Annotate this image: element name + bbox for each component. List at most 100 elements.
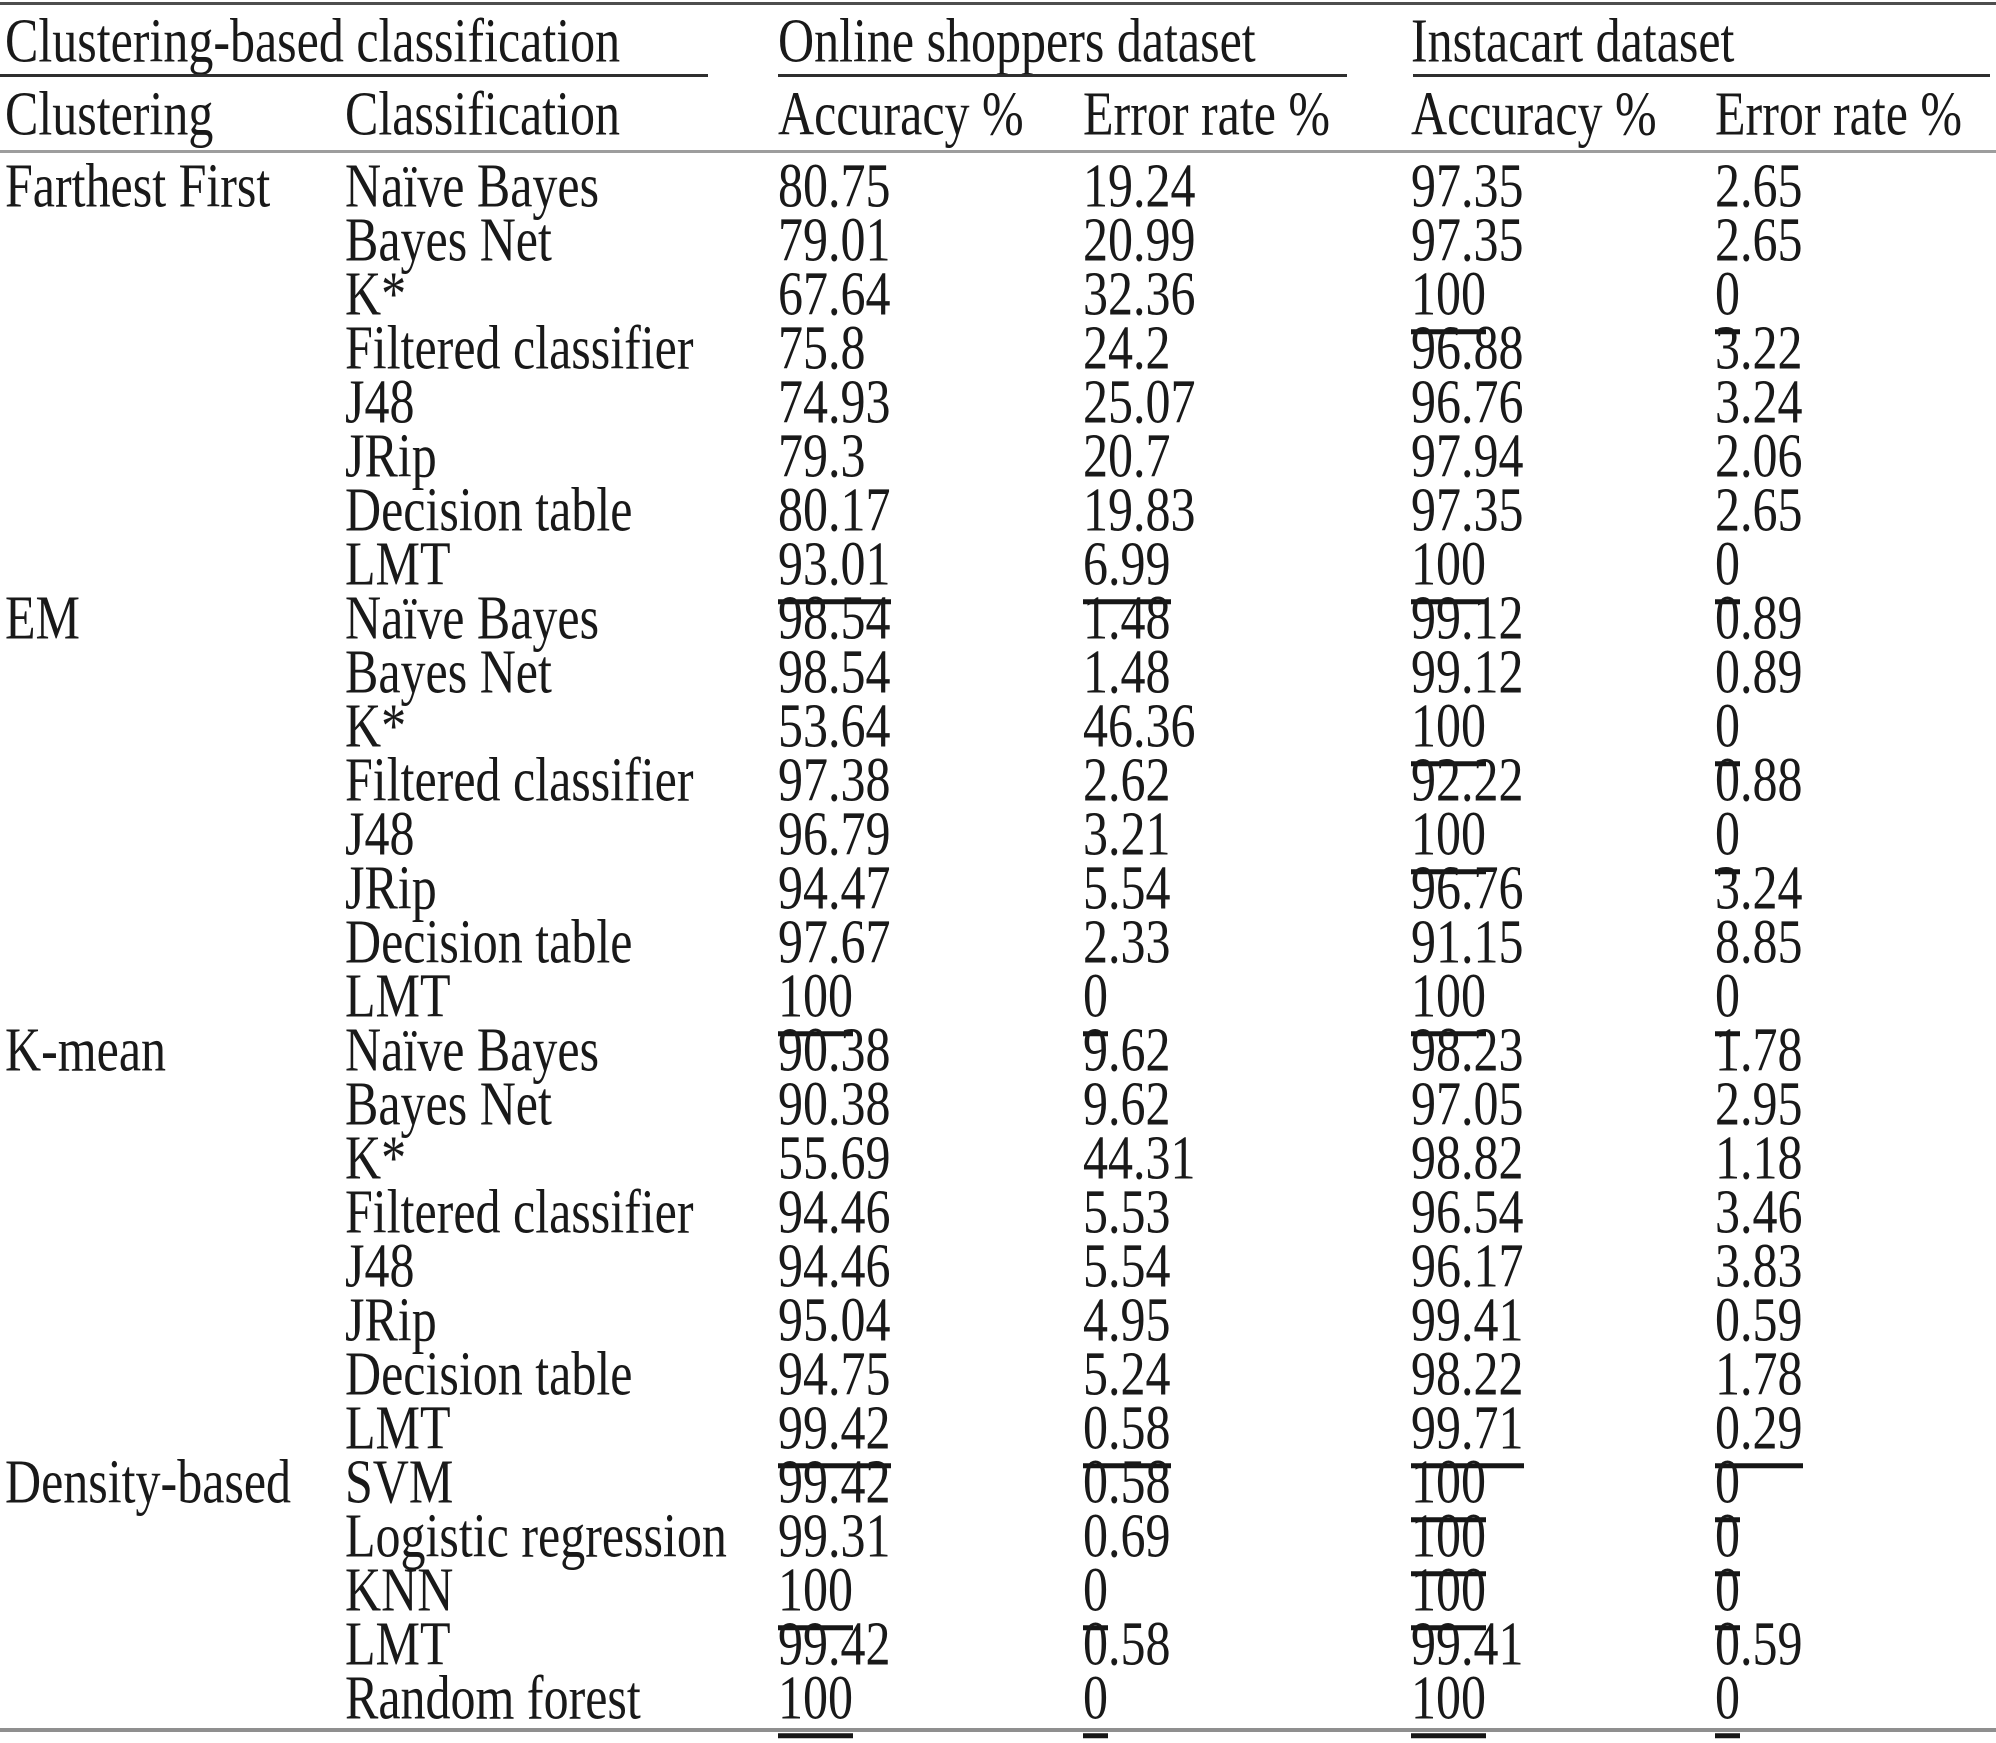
group-header-online-shoppers: Online shoppers dataset	[778, 5, 1256, 75]
cell-ic-accuracy: 96.17	[1403, 1231, 1715, 1299]
table-row: JRip 95.04 4.95 99.41 0.59	[0, 1285, 1996, 1353]
ic-error-rate-value: 0.29	[1715, 1392, 1803, 1469]
cell-os-accuracy: 97.38	[778, 745, 1083, 813]
cell-ic-error-rate: 0.89	[1715, 637, 1996, 705]
cell-ic-error-rate: 8.85	[1715, 907, 1996, 975]
cell-ic-error-rate: 2.06	[1715, 421, 1996, 489]
cell-classification: K*	[345, 690, 407, 760]
ic-accuracy-value: 99.12	[1411, 636, 1524, 706]
os-accuracy-value: 53.64	[778, 690, 891, 760]
cell-ic-error-rate: 3.22	[1715, 313, 1996, 381]
cell-ic-error-rate: 3.24	[1715, 853, 1996, 921]
table-row: J48 74.93 25.07 96.76 3.24	[0, 367, 1996, 435]
cell-ic-accuracy: 98.22	[1403, 1339, 1715, 1407]
cell-clustering: Farthest First	[5, 150, 271, 220]
cell-ic-accuracy: 100	[1403, 690, 1715, 767]
ic-error-rate-value: 2.65	[1715, 474, 1803, 544]
table-row: Filtered classifier 97.38 2.62 92.22 0.8…	[0, 745, 1996, 813]
cell-ic-accuracy: 99.12	[1403, 637, 1715, 705]
os-error-rate-value: 5.54	[1083, 852, 1171, 922]
ic-error-rate-value: 2.06	[1715, 420, 1803, 490]
cell-classification: KNN	[345, 1554, 454, 1624]
table-row: Farthest First Naïve Bayes 80.75 19.24 9…	[0, 151, 1996, 219]
cell-os-error-rate: 20.7	[1083, 421, 1403, 489]
cell-os-accuracy: 79.01	[778, 205, 1083, 273]
cell-os-error-rate: 19.24	[1083, 151, 1403, 219]
os-error-rate-value: 0.58	[1083, 1392, 1171, 1469]
cell-ic-error-rate: 0.29	[1715, 1392, 1996, 1469]
cell-os-accuracy: 94.75	[778, 1339, 1083, 1407]
ic-error-rate-value: 0	[1715, 528, 1740, 605]
ic-error-rate-value: 3.83	[1715, 1230, 1803, 1300]
cell-clustering: Density-based	[5, 1446, 292, 1516]
cell-os-error-rate: 9.62	[1083, 1015, 1403, 1083]
cell-ic-error-rate: 0.59	[1715, 1285, 1996, 1353]
os-accuracy-value: 74.93	[778, 366, 891, 436]
cell-ic-accuracy: 97.35	[1403, 475, 1715, 543]
cell-ic-error-rate: 0	[1715, 1554, 1996, 1631]
cell-classification: Naïve Bayes	[345, 150, 600, 220]
ic-error-rate-value: 0.89	[1715, 582, 1803, 652]
ic-accuracy-value: 99.71	[1411, 1392, 1524, 1469]
cell-ic-error-rate: 0	[1715, 1446, 1996, 1523]
header-body-separator-rule	[0, 150, 1996, 153]
cell-classification: Bayes Net	[345, 204, 552, 274]
cell-ic-error-rate: 0	[1715, 798, 1996, 875]
cell-os-error-rate: 0.58	[1083, 1392, 1403, 1469]
cell-os-error-rate: 4.95	[1083, 1285, 1403, 1353]
cell-os-error-rate: 0.58	[1083, 1609, 1403, 1677]
column-header-os-accuracy: Accuracy %	[778, 78, 1024, 148]
cell-ic-error-rate: 0	[1715, 960, 1996, 1037]
ic-accuracy-value: 97.94	[1411, 420, 1524, 490]
cell-os-accuracy: 100	[778, 960, 1083, 1037]
cell-os-error-rate: 2.62	[1083, 745, 1403, 813]
cell-ic-error-rate: 2.95	[1715, 1069, 1996, 1137]
os-error-rate-value: 19.83	[1083, 474, 1196, 544]
os-error-rate-value: 9.62	[1083, 1014, 1171, 1084]
cell-os-error-rate: 32.36	[1083, 259, 1403, 327]
cell-ic-error-rate: 3.46	[1715, 1177, 1996, 1245]
cell-ic-accuracy: 100	[1403, 1662, 1715, 1739]
cell-os-accuracy: 94.47	[778, 853, 1083, 921]
cell-clustering: EM	[5, 582, 80, 652]
cell-ic-accuracy: 99.71	[1403, 1392, 1715, 1469]
cell-os-error-rate: 9.62	[1083, 1069, 1403, 1137]
cell-os-accuracy: 75.8	[778, 313, 1083, 381]
cell-os-accuracy: 99.42	[778, 1392, 1083, 1469]
cell-ic-accuracy: 99.41	[1403, 1609, 1715, 1677]
table-top-rule	[0, 2, 1996, 5]
cell-os-accuracy: 100	[778, 1554, 1083, 1631]
cell-ic-error-rate: 0	[1715, 1500, 1996, 1577]
cell-ic-error-rate: 2.65	[1715, 151, 1996, 219]
os-accuracy-value: 100	[778, 960, 853, 1037]
ic-error-rate-value: 0.88	[1715, 744, 1803, 814]
os-error-rate-value: 1.48	[1083, 636, 1171, 706]
cell-classification: LMT	[345, 960, 451, 1030]
os-error-rate-value: 0.58	[1083, 1608, 1171, 1678]
os-accuracy-value: 98.54	[778, 636, 891, 706]
cell-os-accuracy: 80.75	[778, 151, 1083, 219]
cell-ic-error-rate: 2.65	[1715, 475, 1996, 543]
cell-ic-error-rate: 0	[1715, 528, 1996, 605]
os-accuracy-value: 96.79	[778, 798, 891, 868]
os-accuracy-value: 67.64	[778, 258, 891, 328]
table-row: LMT 99.42 0.58 99.71 0.29	[0, 1392, 1996, 1469]
cell-classification: JRip	[345, 852, 437, 922]
ic-error-rate-value: 3.24	[1715, 852, 1803, 922]
ic-accuracy-value: 97.05	[1411, 1068, 1524, 1138]
cell-ic-error-rate: 0	[1715, 1662, 1996, 1739]
ic-error-rate-value: 0	[1715, 960, 1740, 1037]
os-error-rate-value: 32.36	[1083, 258, 1196, 328]
os-accuracy-value: 100	[778, 1554, 853, 1631]
ic-accuracy-value: 100	[1411, 960, 1486, 1037]
os-error-rate-value: 5.54	[1083, 1230, 1171, 1300]
table-row: Decision table 80.17 19.83 97.35 2.65	[0, 475, 1996, 543]
cell-os-accuracy: 94.46	[778, 1231, 1083, 1299]
cell-os-error-rate: 19.83	[1083, 475, 1403, 543]
os-error-rate-value: 44.31	[1083, 1122, 1196, 1192]
os-error-rate-value: 4.95	[1083, 1284, 1171, 1354]
os-accuracy-value: 79.01	[778, 204, 891, 274]
cell-classification: J48	[345, 366, 415, 436]
cell-os-accuracy: 74.93	[778, 367, 1083, 435]
